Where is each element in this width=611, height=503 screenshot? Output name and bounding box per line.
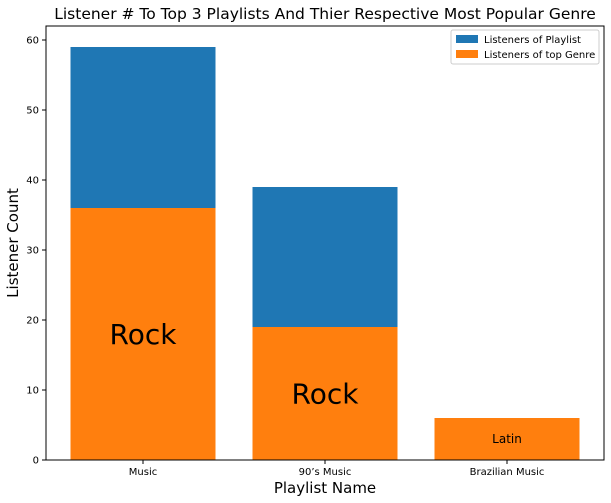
legend-label-0: Listeners of Playlist [484,35,581,46]
x-axis-label: Playlist Name [274,479,376,497]
y-tick-label-1: 10 [26,386,39,397]
x-tick-label-1: 90’s Music [299,467,352,478]
x-axis: Music 90’s Music Brazilian Music [129,460,545,478]
y-tick-label-5: 50 [26,106,39,117]
legend: Listeners of Playlist Listeners of top Ge… [450,29,600,65]
y-tick-label-6: 60 [26,36,39,47]
bar-label-1: Rock [292,377,360,410]
legend-box [450,29,600,65]
y-tick-label-0: 0 [33,456,39,467]
y-axis-label: Listener Count [4,188,22,298]
x-tick-label-2: Brazilian Music [470,467,545,478]
bar-label-2: Latin [492,432,522,446]
bar-label-0: Rock [110,318,178,351]
y-tick-label-4: 40 [26,176,39,187]
legend-swatch-1 [456,50,478,58]
bar-genre-2 [434,418,580,460]
legend-swatch-0 [456,35,478,43]
chart-title: Listener # To Top 3 Playlists And Thier … [54,5,596,23]
x-tick-label-0: Music [129,467,157,478]
y-axis: 0 10 20 30 40 50 60 [26,36,46,467]
bars-group [70,47,580,460]
y-tick-label-3: 30 [26,246,39,257]
y-tick-label-2: 20 [26,316,39,327]
bar-genre-0 [70,208,216,460]
bar-labels-group: Rock Rock Latin [110,318,522,446]
bar-genre-1 [252,327,398,460]
legend-label-1: Listeners of top Genre [484,50,595,61]
